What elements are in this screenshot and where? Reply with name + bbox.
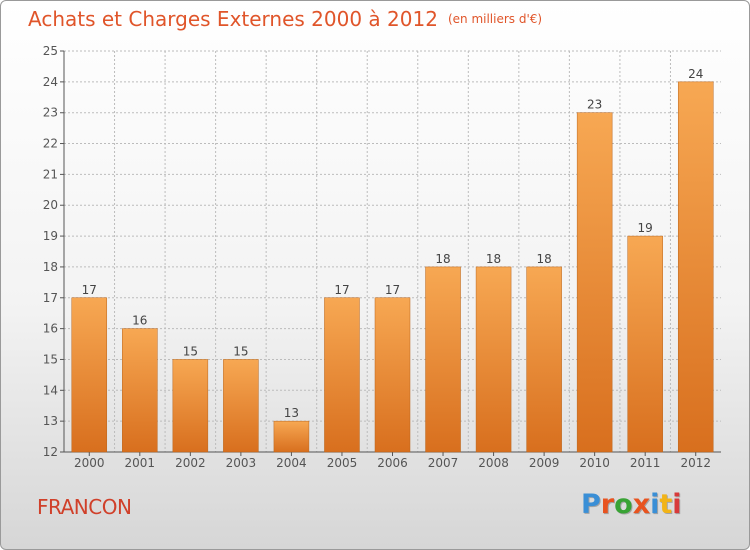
commune-name: FRANCON [37,495,132,519]
y-tick-label: 14 [43,383,58,397]
bar [223,359,259,453]
bar [324,297,360,453]
bar-value-label: 15 [233,344,248,358]
y-tick-label: 18 [43,260,58,274]
bar [172,359,209,453]
logo-letter: o [614,489,633,520]
x-tick-label: 2001 [125,456,156,470]
bar-value-label: 19 [638,221,653,235]
x-tick-label: 2003 [226,456,257,470]
y-tick-label: 13 [43,414,58,428]
y-tick-label: 19 [43,229,58,243]
x-tick-label: 2009 [529,456,560,470]
y-tick-label: 16 [43,322,58,336]
logo-letter: x [632,489,651,520]
x-tick-label: 2005 [327,456,358,470]
y-tick-label: 23 [43,106,58,120]
x-tick-label: 2010 [579,456,610,470]
bar-value-label: 18 [486,252,501,266]
bar [677,81,714,453]
y-tick-label: 12 [43,445,58,459]
bar-value-label: 17 [82,283,97,297]
y-tick-label: 20 [43,198,58,212]
bar-value-label: 16 [132,314,147,328]
bar-value-label: 23 [587,98,602,112]
y-tick-label: 21 [43,167,58,181]
proxiti-logo[interactable]: Proxiti [581,489,691,525]
bar-value-label: 17 [385,283,400,297]
bar [425,266,461,453]
logo-letter: P [581,489,601,520]
x-tick-label: 2012 [680,456,711,470]
bar-value-label: 18 [536,252,551,266]
bar-value-label: 18 [435,252,450,266]
bars [71,81,714,453]
chart-title: Achats et Charges Externes 2000 à 2012 (e… [28,7,542,31]
y-tick-label: 17 [43,291,58,305]
y-tick-label: 22 [43,137,58,151]
x-tick-label: 2007 [428,456,459,470]
bar [374,297,411,453]
bar [71,297,108,453]
bar [576,112,613,453]
logo-letter: i [672,489,682,520]
bar-value-label: 13 [284,406,299,420]
x-tick-label: 2004 [276,456,307,470]
x-tick-label: 2011 [630,456,661,470]
value-labels: 17 16 15 15 13 17 17 18 18 18 23 19 24 [82,67,704,420]
bar-value-label: 24 [688,67,703,81]
chart-title-text: Achats et Charges Externes 2000 à 2012 [28,7,438,31]
x-tick-label: 2008 [478,456,509,470]
x-tick-label: 2000 [74,456,105,470]
x-tick-label: 2006 [377,456,408,470]
bar-value-label: 15 [183,344,198,358]
bar [122,328,158,453]
y-tick-label: 25 [43,44,58,58]
x-tick-label: 2002 [175,456,206,470]
bar [526,266,562,453]
chart-unit: (en milliers d'€) [447,12,543,26]
logo-letter: i [650,489,660,520]
y-tick-label: 15 [43,352,58,366]
logo-letter: r [600,489,615,520]
bar [627,235,663,453]
y-tick-label: 24 [43,75,58,89]
logo-letter: t [659,489,673,520]
bar [475,266,512,453]
bar-value-label: 17 [334,283,349,297]
bar [273,420,310,453]
axes: 12 13 14 15 16 17 18 19 20 21 22 23 24 25 2000 2001 2002… [43,44,721,470]
